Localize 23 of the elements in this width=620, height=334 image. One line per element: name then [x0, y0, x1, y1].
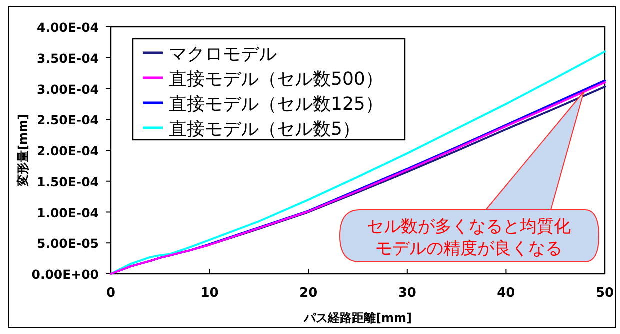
y-tick-label: 0.00E+00	[32, 267, 100, 282]
y-tick-label: 1.00E-04	[37, 205, 100, 220]
x-tick-label: 20	[300, 286, 318, 301]
y-axis-title: 変形量[mm]	[16, 114, 30, 188]
y-tick-label: 3.50E-04	[37, 50, 100, 66]
x-tick-label: 50	[596, 286, 614, 301]
y-tick-label: 2.00E-04	[37, 144, 100, 158]
y-tick-label: 3.00E-04	[37, 82, 100, 97]
legend-label: 直接モデル（セル数5）	[169, 119, 360, 140]
y-tick-label: 1.50E-04	[37, 174, 100, 190]
x-axis-title: パス経路距離[mm]	[303, 311, 412, 325]
x-tick-label: 10	[200, 286, 219, 301]
annotation: モデルの精度が良くなる	[376, 239, 562, 259]
legend-label: マクロモデル	[169, 44, 277, 65]
y-tick-label: 4.00E-04	[37, 20, 100, 35]
y-tick-label: 5.00E-05	[37, 236, 99, 252]
legend-label: 直接モデル（セル数500）	[169, 69, 384, 90]
x-tick-label: 30	[398, 286, 416, 301]
annotation: セル数が多くなると均質化	[367, 217, 571, 237]
x-tick-label: 0	[106, 286, 116, 301]
legend-label: 直接モデル（セル数125）	[169, 94, 384, 115]
y-tick-label: 2.50E-04	[37, 112, 100, 128]
x-tick-label: 40	[497, 286, 516, 301]
